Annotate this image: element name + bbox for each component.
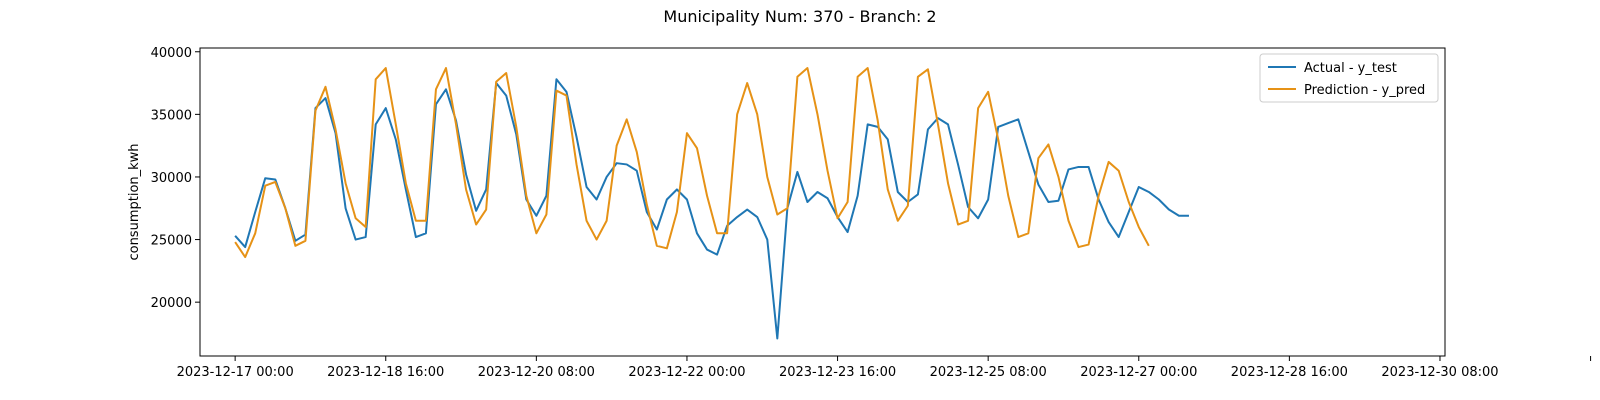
x-axis: 2023-12-17 00:00 2023-12-18 16:00 2023-12-…	[177, 356, 1592, 380]
series-line-prediction	[234, 67, 1150, 259]
x-tick-label: 2023-12-28 16:00	[1231, 365, 1348, 380]
series-layer	[234, 67, 1189, 340]
y-axis-title: consumption_kwh	[127, 143, 142, 260]
plot-area	[199, 47, 1446, 357]
x-tick-label: 2023-12-25 08:00	[930, 365, 1047, 380]
y-tick-label: 35000	[151, 108, 192, 123]
x-tick-label: 2023-12-18 16:00	[327, 365, 444, 380]
x-tick-label: 2023-12-22 00:00	[628, 365, 745, 380]
x-tick-label: 2023-12-27 00:00	[1080, 365, 1197, 380]
x-tick-label: 2023-12-30 08:00	[1381, 365, 1498, 380]
y-tick-label: 20000	[151, 296, 192, 311]
series-line-actual	[234, 78, 1189, 340]
x-tick-label: 2023-12-17 00:00	[177, 365, 294, 380]
x-tick-label: 2023-12-20 08:00	[478, 365, 595, 380]
x-tick-label: 2023-12-23 16:00	[779, 365, 896, 380]
y-tick-label: 40000	[151, 46, 192, 61]
legend-label-actual: Actual - y_test	[1304, 61, 1397, 76]
legend-box	[1259, 53, 1439, 103]
y-tick-label: 25000	[151, 234, 192, 249]
legend-label-prediction: Prediction - y_pred	[1304, 83, 1425, 98]
chart-title: Municipality Num: 370 - Branch: 2	[663, 7, 936, 26]
y-axis: 20000 25000 30000 35000 40000	[151, 46, 200, 311]
legend: Actual - y_test Prediction - y_pred	[1259, 53, 1439, 103]
y-tick-label: 30000	[151, 171, 192, 186]
